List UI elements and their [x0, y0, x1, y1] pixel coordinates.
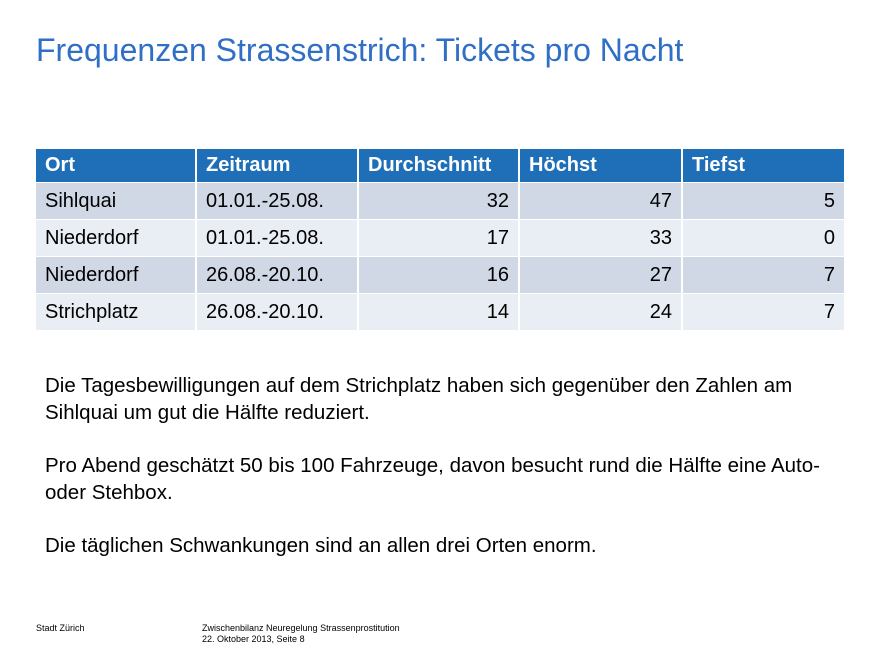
cell-durchschnitt: 16 — [358, 256, 520, 294]
cell-ort: Sihlquai — [36, 182, 197, 220]
cell-ort: Niederdorf — [36, 256, 197, 294]
cell-ort: Strichplatz — [36, 293, 197, 331]
header-tiefst: Tiefst — [682, 149, 844, 183]
header-ort: Ort — [36, 149, 197, 183]
cell-tiefst: 7 — [682, 256, 844, 294]
tickets-table: Ort Zeitraum Durchschnitt Höchst Tiefst … — [36, 149, 844, 331]
cell-hoechst: 24 — [519, 293, 683, 331]
note-paragraph: Pro Abend geschätzt 50 bis 100 Fahrzeuge… — [45, 454, 820, 504]
cell-durchschnitt: 17 — [358, 219, 520, 257]
cell-tiefst: 5 — [682, 182, 844, 220]
cell-hoechst: 47 — [519, 182, 683, 220]
cell-durchschnitt: 32 — [358, 182, 520, 220]
table-row: Sihlquai 01.01.-25.08. 32 47 5 — [36, 182, 844, 220]
slide-title: Frequenzen Strassenstrich: Tickets pro N… — [36, 32, 684, 68]
footer-subject: Zwischenbilanz Neuregelung Strassenprost… — [202, 623, 400, 633]
cell-hoechst: 27 — [519, 256, 683, 294]
table-row: Niederdorf 01.01.-25.08. 17 33 0 — [36, 219, 844, 257]
cell-durchschnitt: 14 — [358, 293, 520, 331]
table-row: Niederdorf 26.08.-20.10. 16 27 7 — [36, 256, 844, 294]
table-row: Strichplatz 26.08.-20.10. 14 24 7 — [36, 293, 844, 331]
cell-tiefst: 7 — [682, 293, 844, 331]
footer-info: Zwischenbilanz Neuregelung Strassenprost… — [202, 623, 400, 645]
header-hoechst: Höchst — [519, 149, 683, 183]
notes-block: Die Tagesbewilligungen auf dem Strichpla… — [45, 372, 845, 585]
cell-tiefst: 0 — [682, 219, 844, 257]
table-header-row: Ort Zeitraum Durchschnitt Höchst Tiefst — [36, 149, 844, 183]
note-paragraph: Die Tagesbewilligungen auf dem Strichpla… — [45, 374, 793, 424]
cell-zeitraum: 01.01.-25.08. — [196, 182, 359, 220]
cell-zeitraum: 01.01.-25.08. — [196, 219, 359, 257]
footer-date-page: 22. Oktober 2013, Seite 8 — [202, 634, 305, 644]
header-zeitraum: Zeitraum — [196, 149, 359, 183]
header-durchschnitt: Durchschnitt — [358, 149, 520, 183]
cell-hoechst: 33 — [519, 219, 683, 257]
cell-zeitraum: 26.08.-20.10. — [196, 256, 359, 294]
cell-zeitraum: 26.08.-20.10. — [196, 293, 359, 331]
cell-ort: Niederdorf — [36, 219, 197, 257]
note-paragraph: Die täglichen Schwankungen sind an allen… — [45, 534, 597, 557]
footer-organization: Stadt Zürich — [36, 623, 85, 633]
